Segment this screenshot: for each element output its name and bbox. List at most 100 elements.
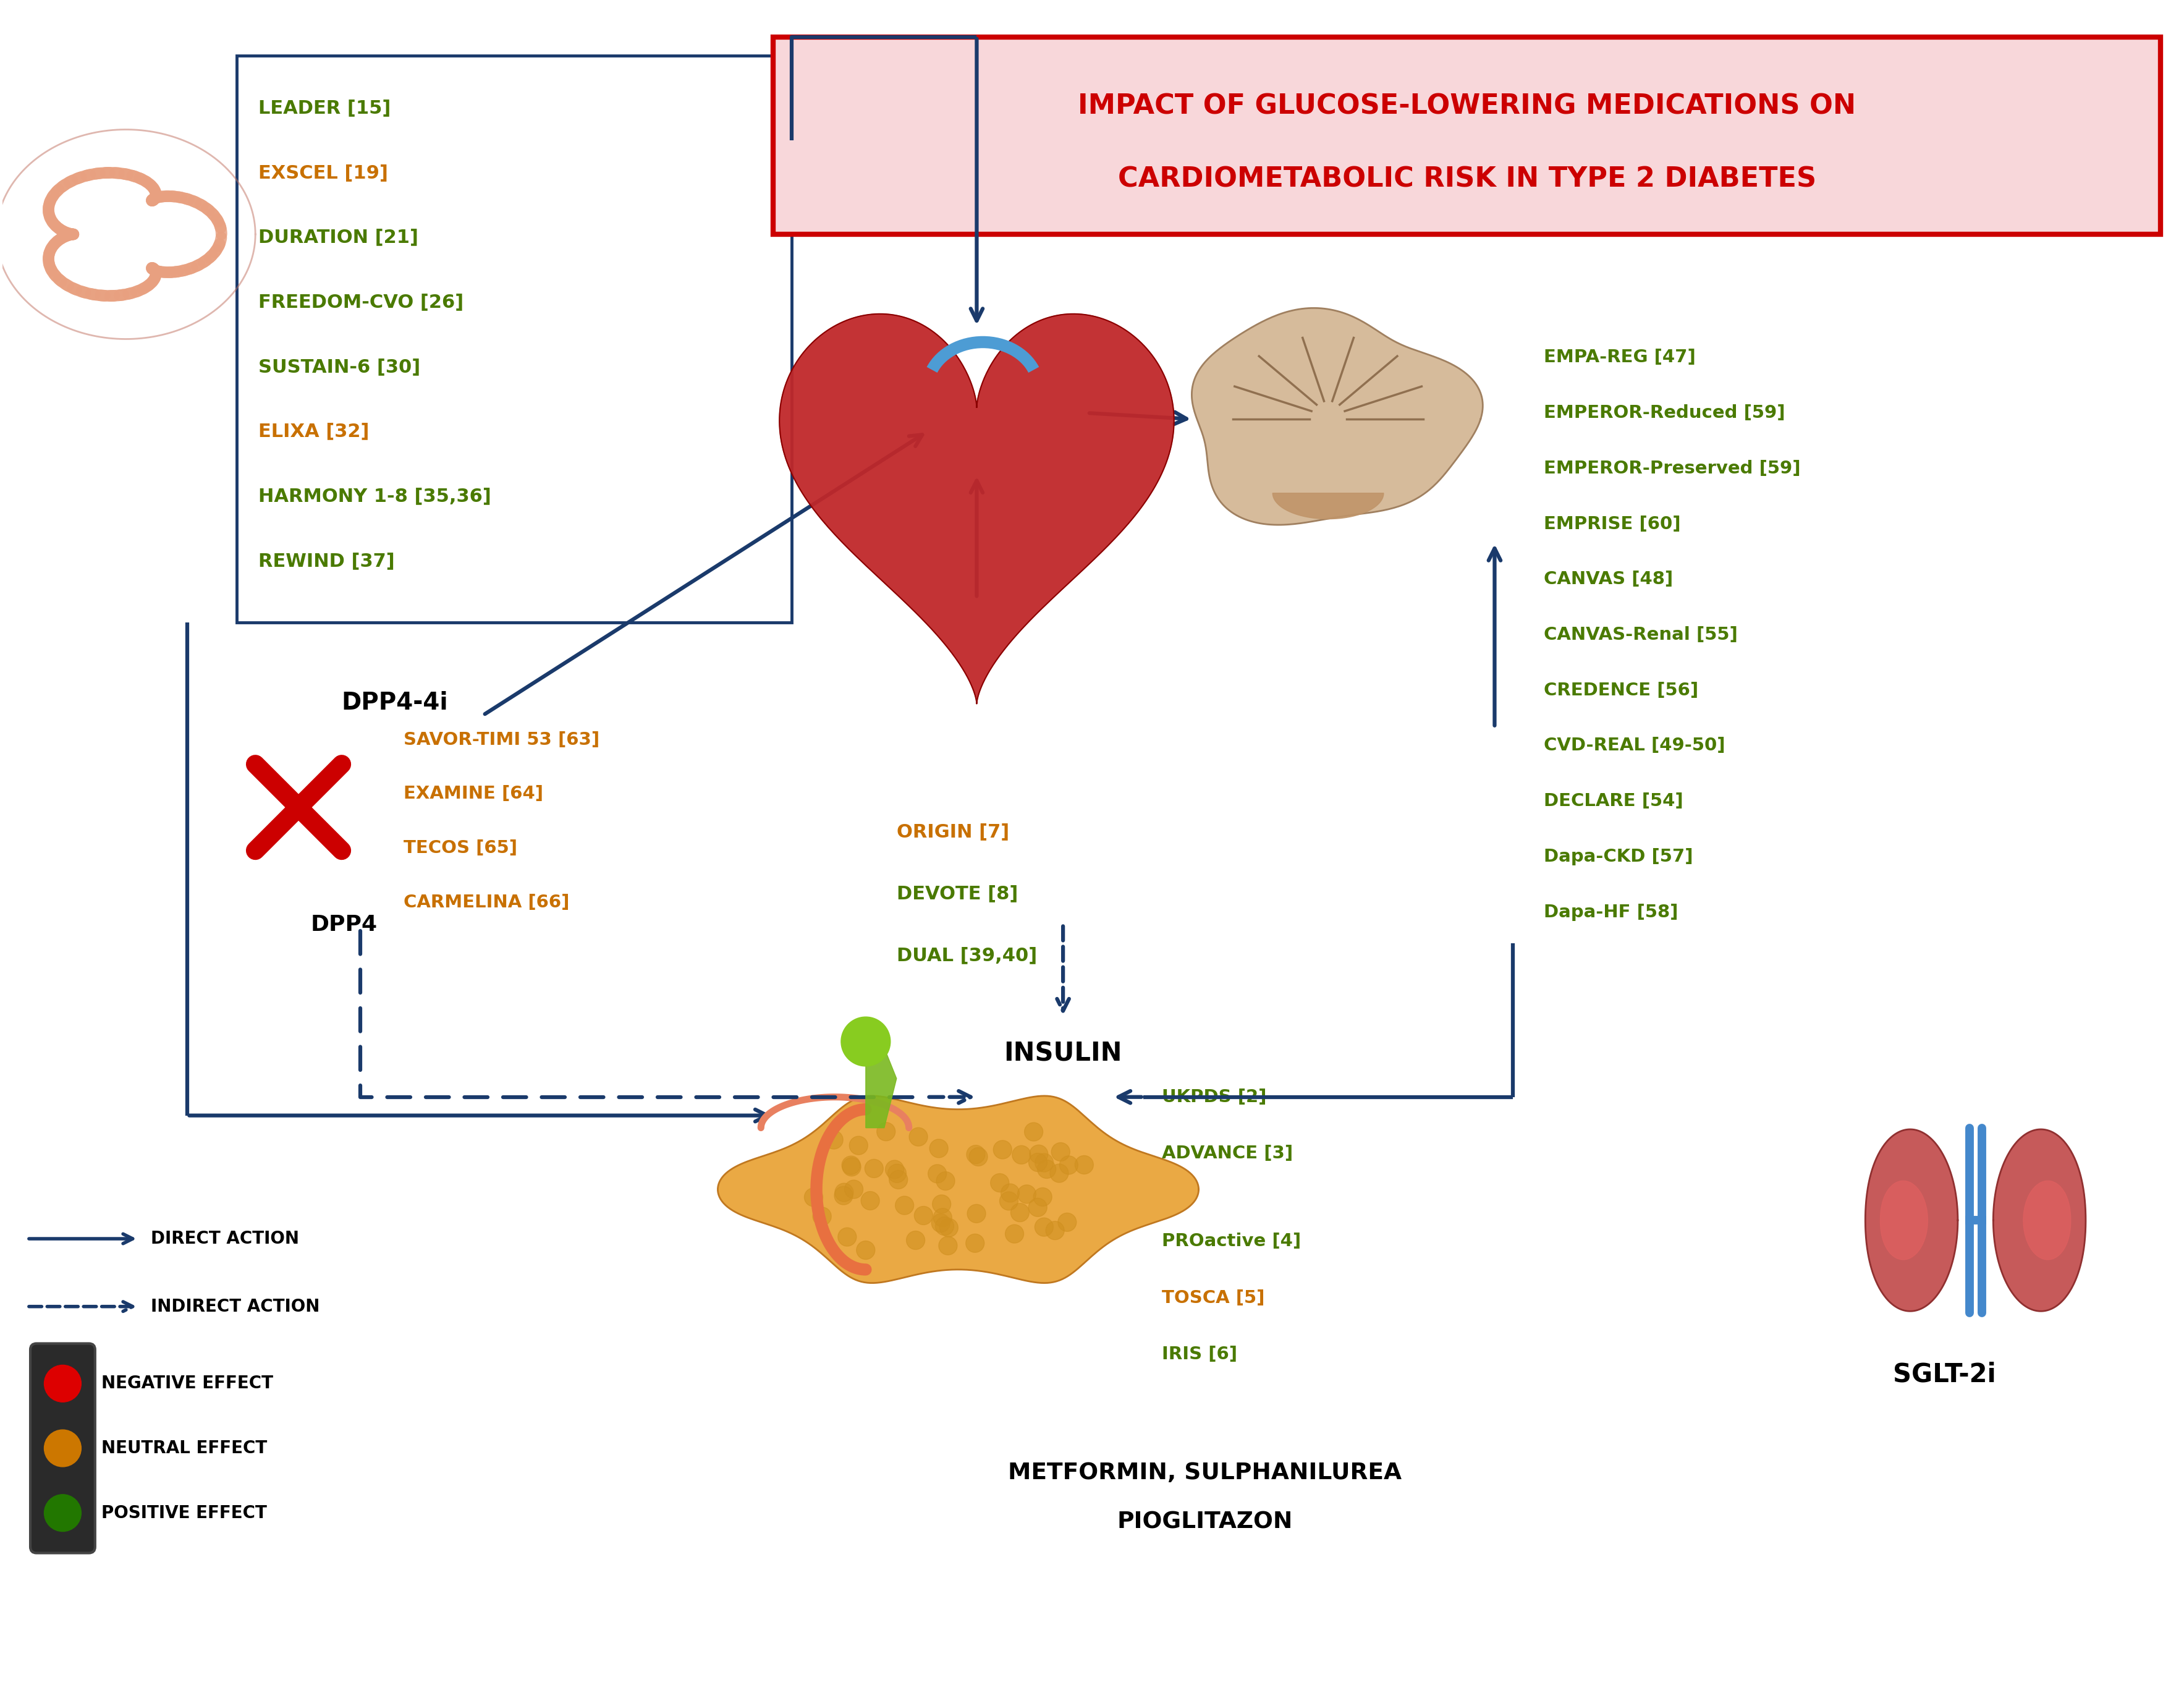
Text: Dapa-HF [58]: Dapa-HF [58] (1544, 903, 1677, 920)
Text: UKPDS [2]: UKPDS [2] (1162, 1089, 1267, 1105)
Circle shape (933, 1213, 950, 1232)
Polygon shape (1880, 1181, 1928, 1260)
Circle shape (1059, 1156, 1079, 1174)
Circle shape (1029, 1144, 1048, 1163)
Circle shape (1035, 1154, 1053, 1173)
Circle shape (1035, 1218, 1053, 1237)
Text: INDIRECT ACTION: INDIRECT ACTION (151, 1297, 319, 1316)
Circle shape (44, 1365, 81, 1402)
Text: DIRECT ACTION: DIRECT ACTION (151, 1230, 299, 1247)
Text: SUSTAIN-6 [30]: SUSTAIN-6 [30] (258, 357, 422, 376)
Text: EMPRISE [60]: EMPRISE [60] (1544, 516, 1682, 532)
Circle shape (834, 1183, 854, 1201)
FancyBboxPatch shape (773, 37, 2160, 234)
Circle shape (1000, 1185, 1020, 1201)
Text: FREEDOM-CVO [26]: FREEDOM-CVO [26] (258, 293, 463, 312)
Text: PIOGLITAZON: PIOGLITAZON (1116, 1511, 1293, 1533)
Polygon shape (1192, 308, 1483, 524)
Text: Dapa-CKD [57]: Dapa-CKD [57] (1544, 848, 1693, 866)
Circle shape (876, 1122, 895, 1141)
Text: INSULIN: INSULIN (1005, 1041, 1123, 1067)
Text: ADVANCE [3]: ADVANCE [3] (1162, 1146, 1293, 1163)
Text: EMPEROR-Reduced [59]: EMPEROR-Reduced [59] (1544, 404, 1784, 421)
Circle shape (930, 1139, 948, 1158)
Circle shape (44, 1431, 81, 1466)
Circle shape (1037, 1159, 1055, 1178)
Circle shape (1029, 1153, 1046, 1171)
Text: CANVAS-Renal [55]: CANVAS-Renal [55] (1544, 627, 1738, 644)
Circle shape (1018, 1185, 1035, 1203)
Circle shape (968, 1146, 985, 1164)
Text: DUAL [39,40]: DUAL [39,40] (898, 947, 1037, 964)
Circle shape (826, 1131, 843, 1149)
Circle shape (1000, 1191, 1018, 1210)
Circle shape (1024, 1122, 1044, 1141)
Text: TECOS [65]: TECOS [65] (404, 839, 518, 856)
Text: NEUTRAL EFFECT: NEUTRAL EFFECT (100, 1439, 266, 1458)
Circle shape (915, 1206, 933, 1225)
Circle shape (1051, 1142, 1070, 1161)
Circle shape (992, 1173, 1009, 1191)
FancyBboxPatch shape (236, 56, 793, 622)
Circle shape (834, 1186, 852, 1205)
Circle shape (1033, 1188, 1053, 1206)
Text: EXSCEL [19]: EXSCEL [19] (258, 163, 389, 182)
Polygon shape (1865, 1129, 1957, 1311)
Circle shape (1057, 1213, 1077, 1232)
Text: CANVAS [48]: CANVAS [48] (1544, 571, 1673, 588)
Circle shape (909, 1127, 928, 1146)
Text: LEADER [15]: LEADER [15] (258, 99, 391, 116)
Text: DEVOTE [8]: DEVOTE [8] (898, 885, 1018, 903)
Circle shape (939, 1218, 959, 1237)
Text: CREDENCE [56]: CREDENCE [56] (1544, 682, 1699, 699)
FancyBboxPatch shape (31, 1343, 96, 1554)
Text: METFORMIN, SULPHANILUREA: METFORMIN, SULPHANILUREA (1009, 1463, 1402, 1484)
Circle shape (933, 1208, 952, 1227)
Circle shape (845, 1180, 863, 1198)
Text: ORIGIN [7]: ORIGIN [7] (898, 822, 1009, 841)
Text: DPP4-4i: DPP4-4i (341, 691, 448, 714)
Circle shape (906, 1232, 924, 1250)
Circle shape (812, 1206, 832, 1225)
Circle shape (1011, 1146, 1031, 1164)
Circle shape (860, 1191, 880, 1210)
Text: CARDIOMETABOLIC RISK IN TYPE 2 DIABETES: CARDIOMETABOLIC RISK IN TYPE 2 DIABETES (1118, 165, 1817, 192)
Circle shape (994, 1141, 1011, 1159)
Text: IRIS [6]: IRIS [6] (1162, 1346, 1236, 1363)
Polygon shape (2022, 1181, 2070, 1260)
Circle shape (889, 1171, 909, 1190)
Text: SGLT-2i: SGLT-2i (1894, 1361, 1996, 1387)
Text: CVD-REAL [49-50]: CVD-REAL [49-50] (1544, 736, 1725, 755)
Text: NEGATIVE EFFECT: NEGATIVE EFFECT (100, 1375, 273, 1392)
Circle shape (928, 1164, 946, 1183)
Polygon shape (719, 1095, 1199, 1282)
Text: EXAMINE [64]: EXAMINE [64] (404, 785, 544, 802)
Text: DURATION [21]: DURATION [21] (258, 229, 419, 246)
Text: EMPA-REG [47]: EMPA-REG [47] (1544, 349, 1695, 366)
Circle shape (865, 1159, 882, 1178)
Polygon shape (1273, 494, 1385, 519)
Circle shape (937, 1171, 954, 1190)
Polygon shape (780, 313, 1175, 704)
Text: PROactive [4]: PROactive [4] (1162, 1232, 1302, 1250)
Circle shape (1046, 1222, 1064, 1240)
Text: HARMONY 1-8 [35,36]: HARMONY 1-8 [35,36] (258, 487, 491, 506)
Text: ELIXA [32]: ELIXA [32] (258, 423, 369, 440)
Circle shape (970, 1147, 987, 1166)
Text: IMPACT OF GLUCOSE-LOWERING MEDICATIONS ON: IMPACT OF GLUCOSE-LOWERING MEDICATIONS O… (1077, 93, 1856, 120)
Circle shape (939, 1237, 957, 1255)
Text: CARMELINA [66]: CARMELINA [66] (404, 893, 570, 912)
Text: REWIND [37]: REWIND [37] (258, 553, 395, 570)
Text: EMPEROR-Preserved [59]: EMPEROR-Preserved [59] (1544, 460, 1802, 477)
Text: POSITIVE EFFECT: POSITIVE EFFECT (100, 1505, 266, 1522)
Text: DECLARE [54]: DECLARE [54] (1544, 792, 1684, 810)
Circle shape (1075, 1156, 1094, 1174)
Circle shape (887, 1164, 906, 1183)
Text: DPP4: DPP4 (310, 913, 378, 935)
Circle shape (850, 1136, 867, 1154)
Circle shape (839, 1228, 856, 1247)
Circle shape (1011, 1203, 1029, 1222)
Circle shape (804, 1188, 823, 1206)
Circle shape (895, 1196, 913, 1215)
Circle shape (933, 1195, 950, 1213)
